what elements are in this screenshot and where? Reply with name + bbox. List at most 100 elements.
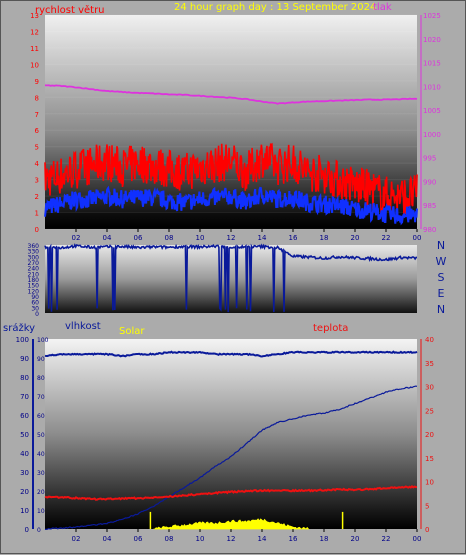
humidity-axis-label: vlhkost — [65, 321, 101, 332]
pressure-tick-label: 1000 — [423, 131, 441, 139]
pressure-tick-label: 1020 — [423, 36, 441, 44]
temperature-tick-label: 15 — [425, 455, 434, 463]
direction-tick-label: 270 — [28, 260, 40, 267]
compass-label: E — [438, 287, 445, 300]
humidity-tick-label: 90 — [20, 355, 29, 363]
temperature-tick-label: 0 — [425, 526, 429, 534]
rain-tick-label: 80 — [37, 375, 45, 382]
wind-x-tick-label: 00 — [413, 234, 422, 242]
direction-tick-label: 90 — [31, 294, 39, 301]
rain-line — [45, 385, 418, 530]
wind-axis-ticks: 0123456789101112139809859909951000100510… — [30, 12, 441, 242]
wind-tick-label: 3 — [35, 177, 39, 185]
pressure-tick-label: 1010 — [423, 83, 441, 91]
pressure-tick-label: 995 — [423, 155, 436, 163]
compass-label: S — [438, 271, 445, 284]
wind-tick-label: 4 — [35, 160, 40, 168]
humidity-tick-label: 10 — [20, 507, 29, 515]
wind-x-tick-label: 10 — [196, 234, 205, 242]
humidity-x-tick-label: 06 — [134, 535, 143, 543]
rain-tick-label: 20 — [37, 489, 45, 496]
humidity-x-tick-label: 10 — [196, 535, 205, 543]
direction-tick-label: 180 — [28, 277, 40, 284]
rain-tick-label: 70 — [37, 394, 45, 401]
direction-tick-label: 30 — [31, 305, 39, 312]
humidity-x-tick-label: 08 — [165, 535, 174, 543]
wind-x-tick-label: 18 — [320, 234, 329, 242]
wind-tick-label: 7 — [35, 111, 39, 119]
wind-pressure-series — [44, 84, 418, 229]
wind-tick-label: 6 — [35, 127, 40, 135]
direction-plot-area — [45, 245, 417, 313]
humidity-tick-label: 0 — [25, 526, 29, 534]
wind-x-tick-label: 14 — [258, 234, 267, 242]
direction-tick-label: 240 — [28, 266, 40, 273]
humidity-x-tick-label: 16 — [289, 535, 298, 543]
rain-tick-label: 40 — [37, 451, 45, 458]
wind-x-tick-label: 04 — [103, 234, 112, 242]
direction-tick-label: 210 — [28, 271, 40, 278]
wind-x-tick-label: 16 — [289, 234, 298, 242]
direction-tick-label: 150 — [28, 283, 40, 290]
compass-label: N — [437, 303, 445, 316]
humidity-x-tick-label: 22 — [382, 535, 391, 543]
wind-tick-label: 1 — [35, 210, 39, 218]
rain-tick-label: 10 — [37, 508, 45, 515]
temperature-axis-label: teplota — [313, 323, 348, 334]
humidity-tick-label: 70 — [20, 393, 29, 401]
rain-tick-label: 100 — [37, 337, 49, 344]
chart-title: 24 hour graph day : 13 September 2024 — [174, 2, 376, 13]
temperature-line — [44, 484, 418, 501]
wind-x-tick-label: 20 — [351, 234, 360, 242]
pressure-axis-label: tlak — [373, 2, 392, 13]
humidity-tick-label: 80 — [20, 374, 29, 382]
wind-x-tick-label: 12 — [227, 234, 236, 242]
direction-tick-label: 60 — [31, 300, 39, 307]
rain-axis-label: srážky — [3, 322, 35, 334]
wind-speed-line — [44, 142, 418, 216]
temperature-tick-label: 30 — [425, 384, 434, 392]
wind-axis-label: rychlost větru — [35, 4, 105, 16]
humidity-temp-plot-area — [45, 339, 417, 529]
wind-avg-line — [44, 185, 418, 226]
humidity-tick-label: 60 — [20, 412, 29, 420]
wind-tick-label: 8 — [35, 94, 39, 102]
temperature-tick-label: 35 — [425, 360, 434, 368]
temperature-tick-label: 20 — [425, 431, 434, 439]
compass-label: W — [436, 255, 447, 268]
pressure-tick-label: 1005 — [423, 107, 441, 115]
humidity-x-tick-label: 02 — [72, 535, 81, 543]
rain-tick-label: 90 — [37, 356, 45, 363]
pressure-tick-label: 1015 — [423, 60, 441, 68]
direction-tick-label: 300 — [28, 254, 40, 261]
temperature-tick-label: 40 — [425, 336, 434, 344]
wind-low-band — [45, 212, 417, 229]
rain-tick-label: 0 — [37, 527, 41, 534]
humidity-tick-label: 50 — [20, 431, 29, 439]
humidity-temp-series — [44, 350, 418, 530]
compass-label: N — [437, 239, 445, 252]
wind-tick-label: 13 — [30, 12, 39, 20]
solar-label: Solar — [119, 326, 145, 337]
wind-x-tick-label: 02 — [72, 234, 81, 242]
pressure-line — [44, 84, 418, 105]
direction-tick-label: 0 — [35, 311, 39, 318]
temperature-tick-label: 5 — [425, 502, 429, 510]
humidity-x-tick-label: 04 — [103, 535, 112, 543]
pressure-tick-label: 980 — [423, 226, 436, 234]
wind-tick-label: 2 — [35, 193, 39, 201]
pressure-tick-label: 990 — [423, 178, 436, 186]
wind-x-tick-label: 06 — [134, 234, 143, 242]
direction-tick-label: 120 — [28, 288, 40, 295]
temperature-tick-label: 10 — [425, 479, 434, 487]
temperature-tick-label: 25 — [425, 407, 434, 415]
humidity-tick-label: 20 — [20, 488, 29, 496]
wind-tick-label: 5 — [35, 144, 39, 152]
solar-area — [153, 518, 310, 530]
humidity-tick-label: 30 — [20, 469, 29, 477]
wind-direction-line — [44, 243, 417, 313]
direction-tick-label: 330 — [28, 249, 40, 256]
humidity-x-tick-label: 12 — [227, 535, 236, 543]
